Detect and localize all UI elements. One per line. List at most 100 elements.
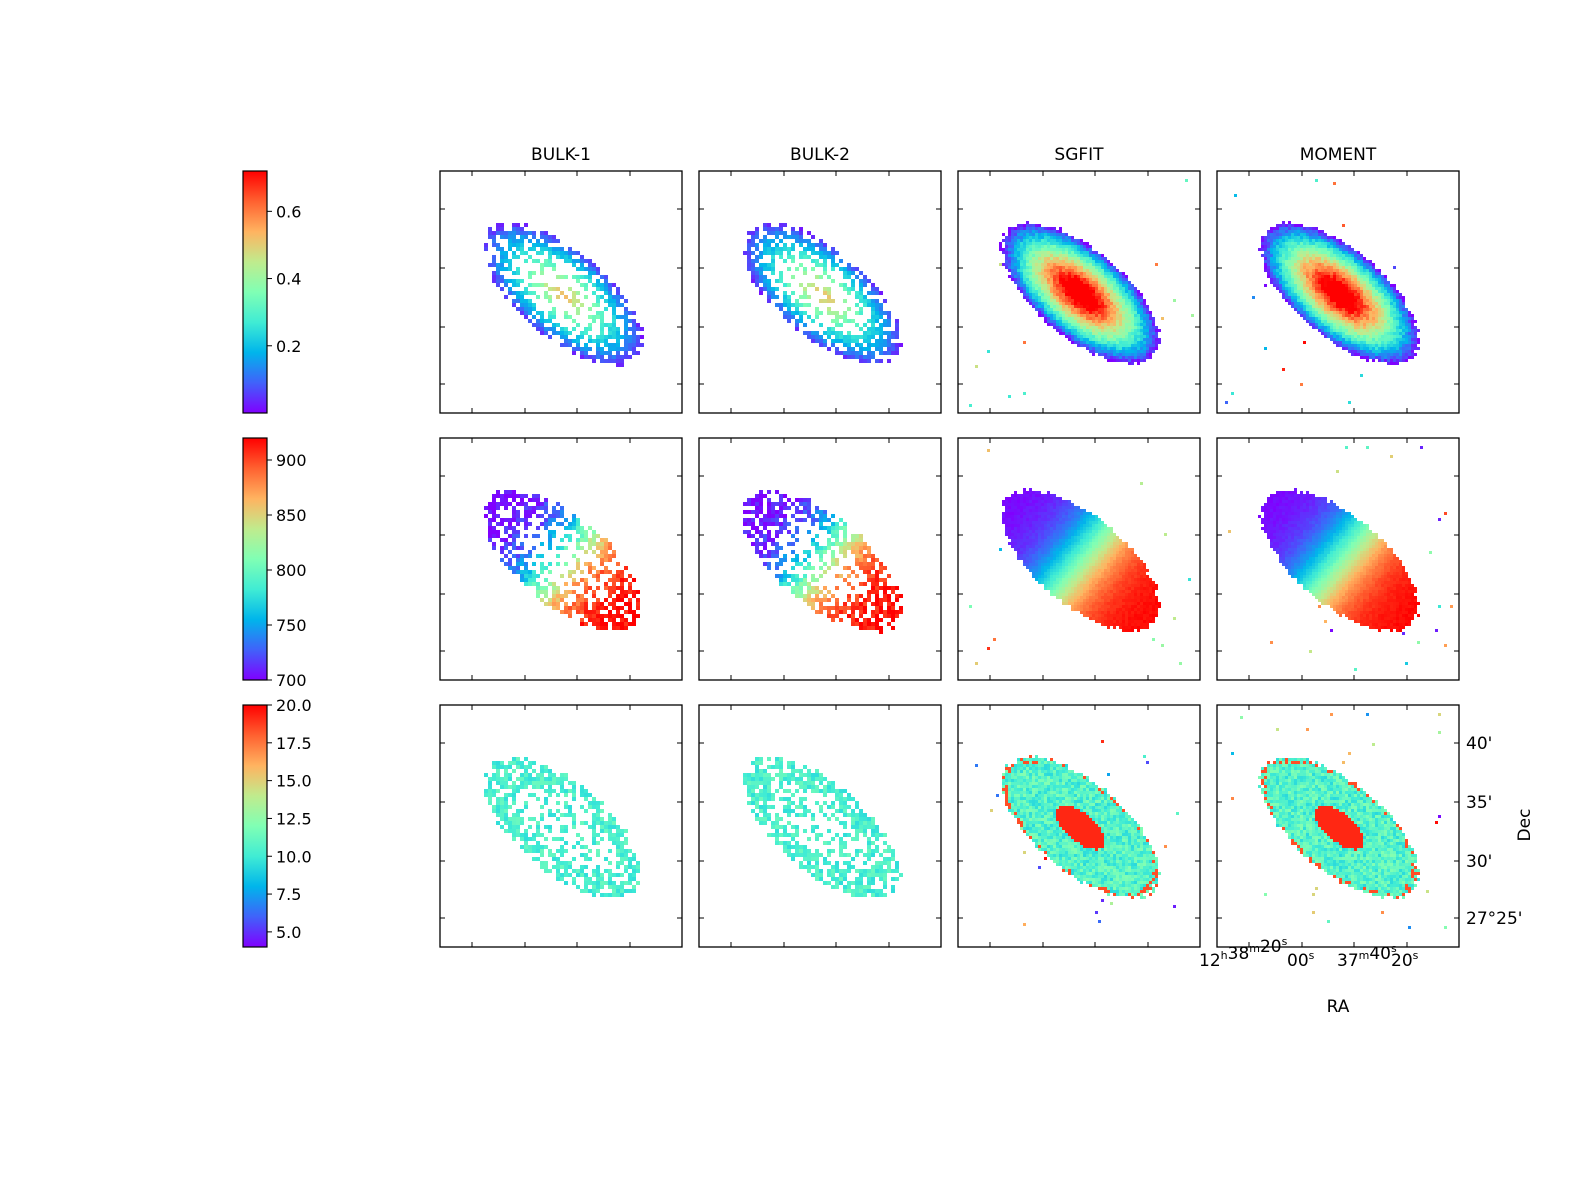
map-pixel <box>1312 284 1315 287</box>
map-pixel <box>592 550 596 554</box>
map-pixel <box>596 287 600 291</box>
map-pixel <box>1384 356 1387 359</box>
map-pixel <box>871 602 875 606</box>
map-pixel <box>1363 347 1366 350</box>
map-pixel <box>787 582 791 586</box>
map-pixel <box>488 530 492 534</box>
map-pixel <box>1098 254 1101 257</box>
map-pixel <box>1050 305 1053 308</box>
map-pixel <box>536 311 540 315</box>
map-pixel <box>616 327 620 331</box>
map-pixel <box>1068 314 1071 317</box>
map-pixel <box>1378 302 1381 305</box>
map-pixel <box>1384 296 1387 299</box>
map-pixel <box>803 566 807 570</box>
map-pixel <box>1375 341 1378 344</box>
map-pixel <box>512 235 516 239</box>
map-pixel <box>1095 344 1098 347</box>
map-pixel <box>564 315 568 319</box>
map-pixel <box>1038 278 1041 281</box>
panel-row-2-sgfit <box>957 437 1201 681</box>
map-pixel <box>831 263 835 267</box>
map-pixel <box>540 311 544 315</box>
map-pixel <box>1116 338 1119 341</box>
map-pixel <box>751 235 755 239</box>
map-pixel <box>556 251 560 255</box>
map-pixel <box>1309 233 1312 236</box>
map-pixel <box>1092 335 1095 338</box>
map-pixel <box>1032 248 1035 251</box>
map-pixel <box>1399 323 1402 326</box>
map-pixel <box>1032 251 1035 254</box>
map-pixel <box>1303 260 1306 263</box>
map-pixel <box>1056 230 1059 233</box>
map-pixel <box>879 339 883 343</box>
map-pixel <box>620 355 624 359</box>
map-pixel <box>1360 269 1363 272</box>
map-pixel <box>1062 239 1065 242</box>
map-pixel <box>632 311 636 315</box>
map-pixel <box>1113 296 1116 299</box>
map-pixel <box>1083 260 1086 263</box>
map-pixel <box>1122 305 1125 308</box>
map-pixel <box>584 562 588 566</box>
map-pixel <box>624 351 628 355</box>
map-pixel <box>1315 260 1318 263</box>
map-pixel <box>1050 230 1053 233</box>
map-pixel <box>1285 224 1288 227</box>
map-pixel <box>1077 263 1080 266</box>
map-pixel <box>803 550 807 554</box>
map-pixel <box>1098 287 1101 290</box>
map-pixel <box>1047 308 1050 311</box>
map-pixel <box>1080 296 1083 299</box>
map-pixel <box>1095 266 1098 269</box>
map-pixel <box>1074 257 1077 260</box>
map-pixel <box>1065 320 1068 323</box>
map-pixel <box>1375 311 1378 314</box>
map-pixel <box>528 574 532 578</box>
map-pixel <box>1384 302 1387 305</box>
map-pixel <box>1285 269 1288 272</box>
map-pixel <box>827 251 831 255</box>
map-pixel <box>1372 338 1375 341</box>
map-pixel <box>1110 356 1113 359</box>
map-pixel <box>859 606 863 610</box>
map-pixel <box>1017 266 1020 269</box>
map-pixel <box>1020 269 1023 272</box>
map-pixel <box>1330 236 1333 239</box>
map-pixel <box>512 506 516 510</box>
map-pixel <box>576 526 580 530</box>
map-pixel <box>1134 326 1137 329</box>
map-pixel <box>1354 254 1357 257</box>
map-pixel <box>799 263 803 267</box>
map-pixel <box>1282 248 1285 251</box>
map-pixel <box>1113 299 1116 302</box>
map-pixel <box>887 574 891 578</box>
map-pixel <box>1336 314 1339 317</box>
map-pixel <box>1288 269 1291 272</box>
map-pixel <box>1339 332 1342 335</box>
map-pixel <box>1011 233 1014 236</box>
map-pixel <box>1113 284 1116 287</box>
map-pixel <box>815 275 819 279</box>
map-pixel <box>1387 335 1390 338</box>
map-pixel <box>891 351 895 355</box>
map-pixel <box>763 239 767 243</box>
map-pixel <box>1366 314 1369 317</box>
map-pixel <box>795 530 799 534</box>
map-pixel <box>1402 305 1405 308</box>
map-pixel <box>1351 347 1354 350</box>
map-pixel <box>1297 278 1300 281</box>
map-pixel <box>1330 251 1333 254</box>
map-pixel <box>600 606 604 610</box>
map-pixel <box>576 347 580 351</box>
map-pixel <box>747 518 751 522</box>
map-pixel <box>883 582 887 586</box>
map-pixel <box>1336 290 1339 293</box>
map-pixel <box>488 502 492 506</box>
map-pixel <box>1264 251 1267 254</box>
map-pixel <box>1300 248 1303 251</box>
map-pixel <box>1393 266 1396 269</box>
map-pixel <box>1095 293 1098 296</box>
map-pixel <box>1116 269 1119 272</box>
